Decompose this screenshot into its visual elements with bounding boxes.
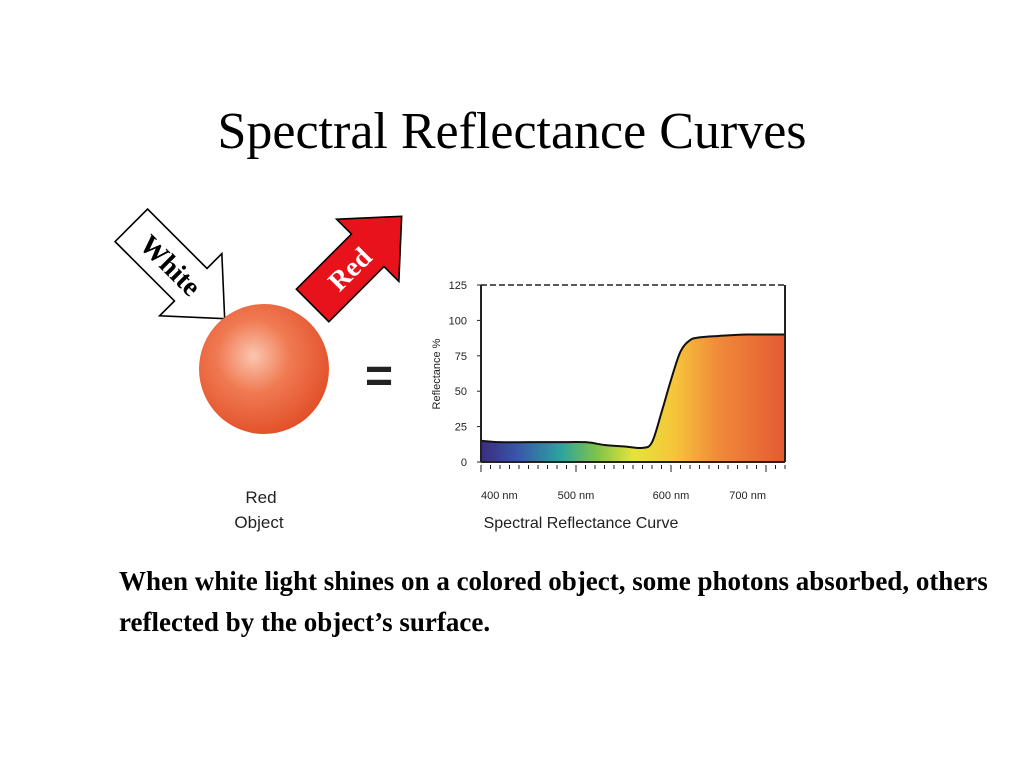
caption-text: When white light shines on a colored obj… xyxy=(119,566,988,637)
y-tick-label: 125 xyxy=(449,280,467,292)
equals-sign: = xyxy=(365,350,393,403)
y-tick-label: 75 xyxy=(455,351,467,363)
object-label-line1: Red xyxy=(245,488,276,507)
x-tick-label: 700 nm xyxy=(729,490,766,502)
reflectance-area xyxy=(481,334,785,462)
x-tick-group: 400 nm 500 nm 600 nm 700 nm xyxy=(480,465,786,502)
y-tick-label: 50 xyxy=(455,386,467,398)
object-label-line2: Object xyxy=(234,513,283,532)
x-tick-label: 600 nm xyxy=(653,490,690,502)
y-axis-label: Reflectance % xyxy=(431,338,443,409)
y-tick-group: 0 25 50 75 100 125 xyxy=(449,280,481,469)
y-tick-label: 0 xyxy=(461,457,467,469)
x-tick-label: 400 nm xyxy=(481,490,518,502)
spectral-reflectance-chart: 0 25 50 75 100 125 400 nm 500 nm 600 nm 700 nm R… xyxy=(431,280,786,532)
red-object-sphere xyxy=(199,304,329,434)
y-tick-label: 25 xyxy=(455,422,467,434)
x-tick-label: 500 nm xyxy=(558,490,595,502)
slide-title: Spectral Reflectance Curves xyxy=(217,103,807,160)
reflectance-curve xyxy=(481,333,785,450)
chart-title: Spectral Reflectance Curve xyxy=(484,515,679,532)
red-light-arrow: Red xyxy=(295,215,403,323)
y-tick-label: 100 xyxy=(449,315,467,327)
